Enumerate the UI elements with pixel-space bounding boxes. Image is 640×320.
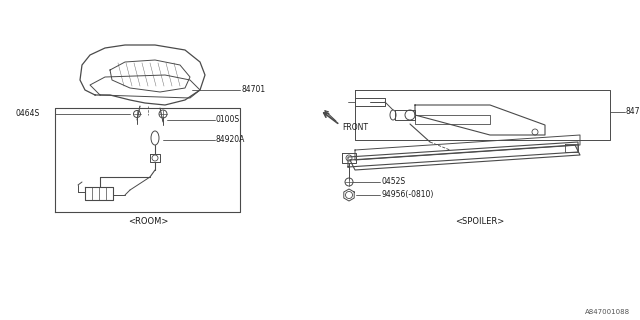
Text: FRONT: FRONT — [342, 124, 368, 132]
Text: 0100S: 0100S — [216, 116, 240, 124]
Text: 84920A: 84920A — [216, 135, 245, 145]
Text: A847001088: A847001088 — [585, 309, 630, 315]
Text: <ROOM>: <ROOM> — [128, 217, 168, 226]
Text: 0452S: 0452S — [381, 178, 405, 187]
Text: <SPOILER>: <SPOILER> — [456, 217, 504, 226]
Text: 0464S: 0464S — [15, 109, 39, 118]
Text: 94956(-0810): 94956(-0810) — [381, 190, 433, 199]
Text: 84701A: 84701A — [626, 108, 640, 116]
Text: 84701: 84701 — [241, 85, 265, 94]
